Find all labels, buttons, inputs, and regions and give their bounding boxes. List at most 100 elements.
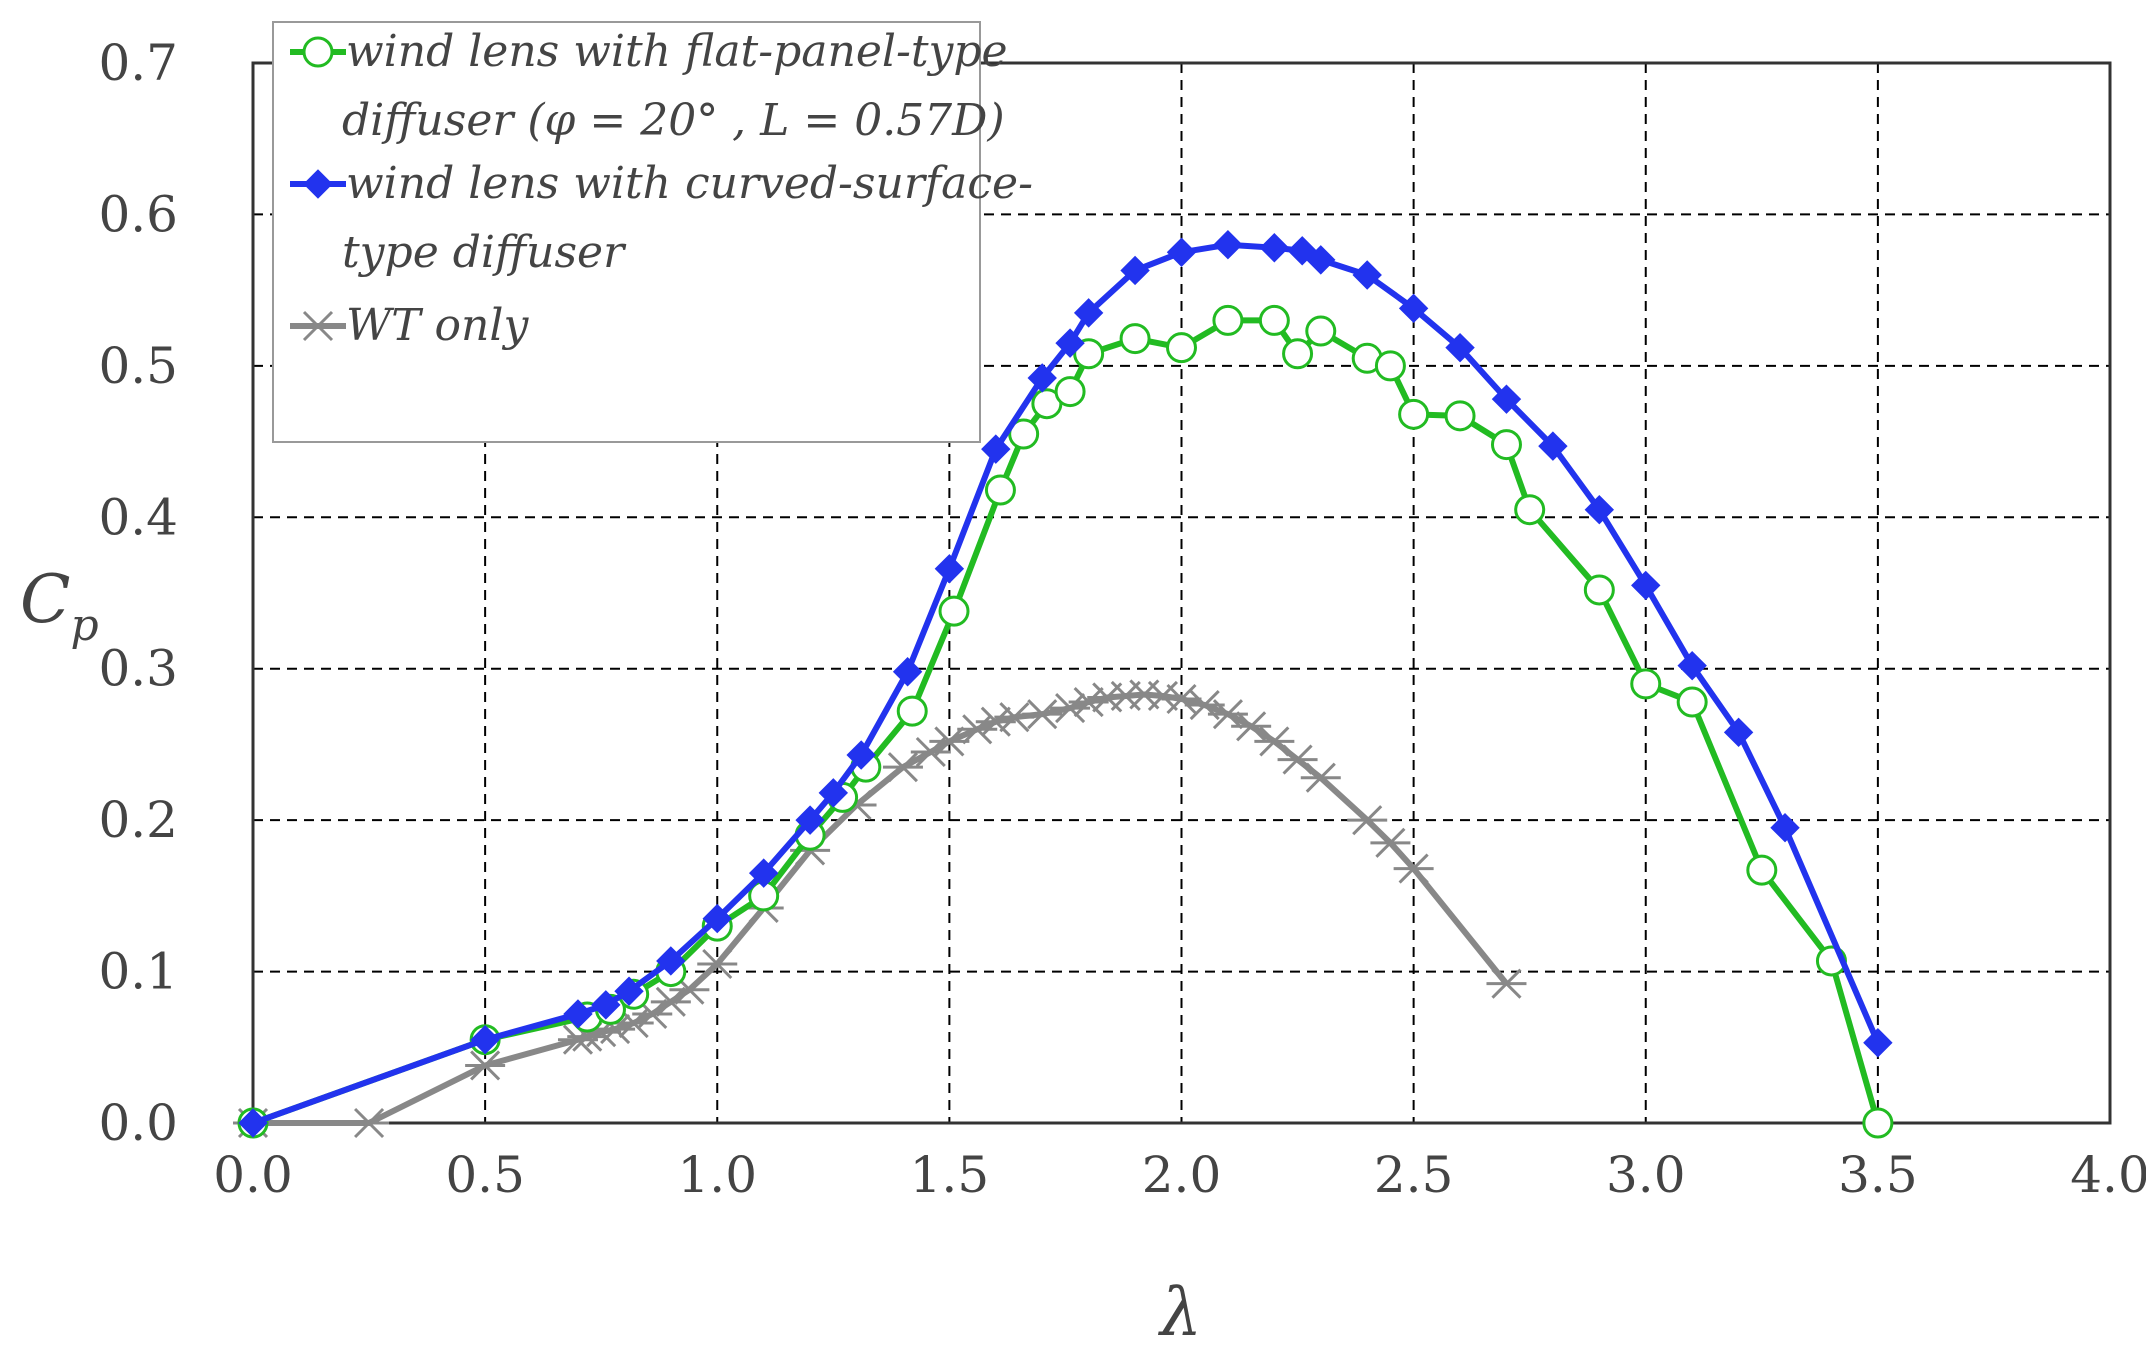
data-point [1491, 384, 1522, 414]
data-point [1166, 237, 1197, 267]
data-point [1022, 699, 1063, 730]
data-point [1258, 304, 1290, 336]
data-point [1119, 323, 1151, 355]
legend-label: diffuser (φ = 20° , L = 0.57D) [342, 95, 1005, 146]
data-point [303, 169, 333, 199]
data-point [896, 695, 928, 727]
data-point [1306, 245, 1336, 275]
x-tick-label: 1.0 [677, 1146, 757, 1204]
data-point [1161, 683, 1202, 715]
x-tick-label: 3.5 [1838, 1146, 1918, 1204]
series-line [251, 241, 1881, 1126]
legend-entry-2: WT only [290, 300, 529, 351]
data-point [563, 999, 593, 1029]
data-point [1370, 827, 1411, 858]
data-point [302, 36, 334, 68]
plot-frame [251, 61, 2112, 1125]
data-point [846, 740, 876, 770]
legend-label: type diffuser [342, 227, 627, 278]
x-tick-label: 1.5 [910, 1146, 990, 1204]
x-tick-label: 0.5 [445, 1146, 525, 1204]
y-tick-label: 0.4 [98, 488, 178, 546]
y-tick-label: 0.2 [98, 791, 178, 849]
data-point [1254, 726, 1295, 757]
data-point [1398, 293, 1429, 324]
data-point [1676, 686, 1708, 718]
data-point [1398, 398, 1430, 430]
data-point [1305, 315, 1337, 347]
data-point [1054, 376, 1086, 408]
data-point [656, 946, 686, 976]
data-point [349, 1107, 390, 1139]
data-point [818, 778, 849, 808]
data-point [1514, 494, 1546, 526]
series-layer [233, 230, 1894, 1139]
y-axis-title-main: C [20, 561, 71, 638]
y-tick-label: 0.6 [98, 185, 178, 243]
legend-entry-0: wind lens with flat-panel-type diffuser (… [290, 26, 1008, 146]
data-point [1300, 762, 1341, 793]
data-point [1120, 255, 1150, 286]
data-point [1862, 1107, 1894, 1139]
data-point [1073, 338, 1105, 370]
data-point [938, 595, 970, 627]
data-point [298, 310, 338, 342]
data-point [1352, 260, 1382, 290]
data-point [702, 903, 732, 934]
series-0 [237, 304, 1894, 1139]
legend: wind lens with flat-panel-type diffuser (… [272, 21, 1033, 443]
data-point [984, 474, 1016, 506]
x-axis-title: λ [1157, 1274, 1202, 1351]
data-point [1213, 230, 1243, 260]
data-point [994, 702, 1035, 733]
data-point [1746, 854, 1778, 886]
data-point [1583, 574, 1615, 606]
data-point [882, 752, 923, 783]
data-point [1677, 650, 1707, 681]
data-point [1231, 711, 1272, 742]
y-tick-label: 0.3 [98, 640, 178, 698]
data-point [1863, 1028, 1893, 1058]
y-tick-label: 0.7 [98, 34, 178, 92]
series-1 [238, 230, 1893, 1138]
x-tick-label: 2.0 [1142, 1146, 1222, 1204]
legend-label: wind lens with curved-surface- [346, 158, 1033, 209]
data-point [1282, 338, 1314, 370]
data-point [1631, 570, 1661, 601]
data-point [1770, 813, 1800, 843]
data-point [1259, 233, 1290, 263]
data-point [1393, 853, 1434, 884]
data-point [1027, 363, 1057, 393]
data-point [1055, 328, 1085, 358]
data-point [1142, 680, 1183, 712]
y-axis-title-subscript: p [71, 600, 99, 651]
legend-label: WT only [346, 300, 529, 351]
data-point [465, 1050, 506, 1081]
data-point [697, 948, 738, 980]
data-point [1584, 495, 1615, 525]
y-tick-labels: 0.0 0.1 0.2 0.3 0.4 0.5 0.6 0.7 [98, 34, 178, 1152]
data-point [1445, 332, 1475, 363]
data-point [929, 726, 970, 757]
data-point [614, 976, 644, 1006]
data-point [1486, 968, 1527, 999]
data-point [957, 714, 998, 745]
data-point [934, 554, 965, 584]
data-point [748, 858, 779, 888]
legend-entry-1: wind lens with curved-surface-type diffu… [290, 158, 1033, 278]
legend-label: wind lens with flat-panel-type [346, 26, 1008, 77]
data-point [1630, 668, 1662, 700]
data-point [650, 986, 691, 1017]
data-point [1008, 418, 1040, 450]
data-point [470, 1025, 500, 1055]
data-point [1073, 298, 1104, 328]
y-tick-label: 0.0 [98, 1094, 178, 1152]
x-tick-label: 3.0 [1606, 1146, 1686, 1204]
data-point [1212, 304, 1244, 336]
y-tick-label: 0.1 [98, 943, 178, 1001]
y-tick-label: 0.5 [98, 337, 178, 395]
data-point [1490, 429, 1522, 461]
x-tick-label: 2.5 [1374, 1146, 1454, 1204]
data-point [981, 434, 1011, 464]
x-tick-label: 0.0 [213, 1146, 293, 1204]
